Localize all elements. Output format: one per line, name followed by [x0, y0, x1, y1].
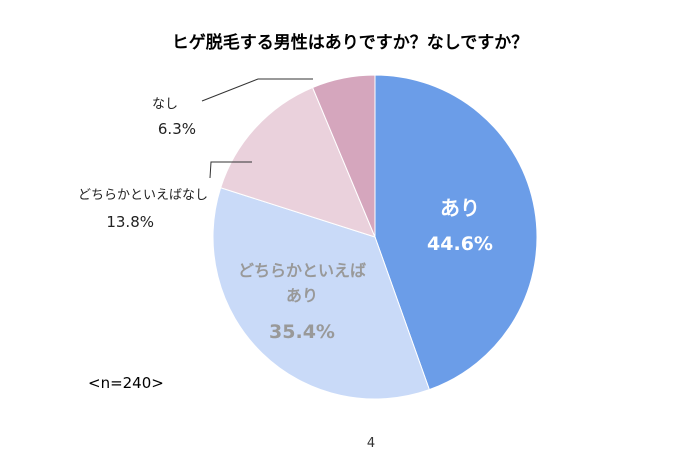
slice-label-2-line-1: どちらかといえば — [238, 261, 366, 280]
pie-slices — [212, 74, 538, 400]
pie-slice-4 — [311, 74, 376, 238]
slice-label-3: どちらかといえばなし — [78, 188, 208, 203]
chart-title: ヒゲ脱毛する男性はありですか？なしですか？ — [172, 32, 529, 53]
leader-line-4 — [201, 78, 313, 102]
leader-line-3 — [209, 161, 252, 179]
slice-label-2-line-2: あり — [286, 286, 318, 305]
pie-slice-3 — [220, 86, 376, 238]
slice-value-4: 6.3% — [158, 120, 196, 138]
pie-slice-2 — [212, 187, 430, 400]
pie-slice-1 — [374, 74, 538, 391]
slice-label-1: あり — [440, 196, 480, 220]
slice-labels: あり44.6%どちらかといえばあり35.4%どちらかといえばなし13.8%なし6… — [78, 78, 493, 343]
slice-value-3: 13.8% — [106, 213, 154, 231]
sample-size-note: <n=240> — [88, 374, 164, 392]
page-number: 4 — [367, 436, 375, 451]
slice-value-1: 44.6% — [427, 233, 493, 255]
slice-value-2: 35.4% — [269, 321, 335, 343]
slice-label-4: なし — [152, 97, 178, 112]
